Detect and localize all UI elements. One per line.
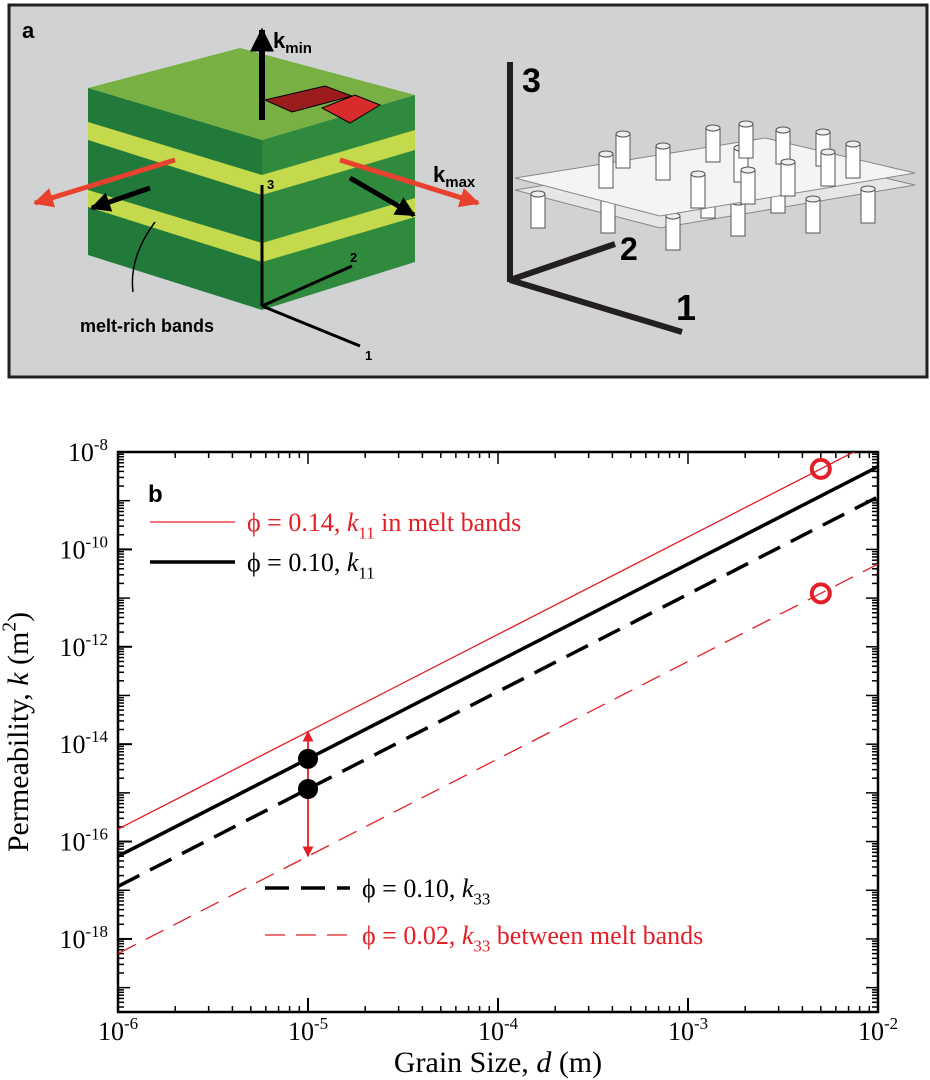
panel-label: a	[22, 18, 35, 43]
y-axis-label: Permeability, k (m2)	[0, 612, 35, 852]
x-tick-label: 10-3​	[668, 1014, 708, 1046]
cube-axis-label: 3	[267, 177, 274, 192]
x-tick-label: 10-5​	[288, 1014, 328, 1046]
panel-label: b	[148, 481, 163, 508]
cube-axis-label: 1	[365, 348, 372, 363]
y-tick-label: 10-14​	[59, 727, 108, 759]
y-tick-label: 10-10​	[59, 532, 108, 564]
melt-label: melt-rich bands	[80, 316, 214, 336]
model-axis-label: 1	[676, 287, 696, 328]
x-axis-label: Grain Size, d (m)	[394, 1046, 602, 1079]
x-tick-label: 10-2​	[858, 1014, 898, 1046]
x-tick-label: 10-6​	[98, 1014, 138, 1046]
model-axis-label: 2	[620, 231, 638, 267]
y-tick-label: 10-8​	[68, 435, 108, 467]
panel-a: a kmin kmax 1 2 3 melt-rich bands 1 2 3	[9, 5, 927, 377]
y-tick-label: 10-12​	[59, 630, 108, 662]
x-tick-label: 10-4​	[478, 1014, 519, 1046]
filled-marker	[298, 749, 318, 769]
filled-marker	[298, 779, 318, 799]
figure: a kmin kmax 1 2 3 melt-rich bands 1 2 3	[0, 0, 930, 1080]
cube-axis-label: 2	[350, 250, 357, 265]
y-tick-label: 10-18​	[59, 922, 108, 954]
chart: b Grain Size, d (m) Permeability, k (m2)…	[0, 435, 898, 1079]
y-tick-label: 10-16​	[59, 825, 108, 857]
model-axis-label: 3	[522, 62, 541, 100]
